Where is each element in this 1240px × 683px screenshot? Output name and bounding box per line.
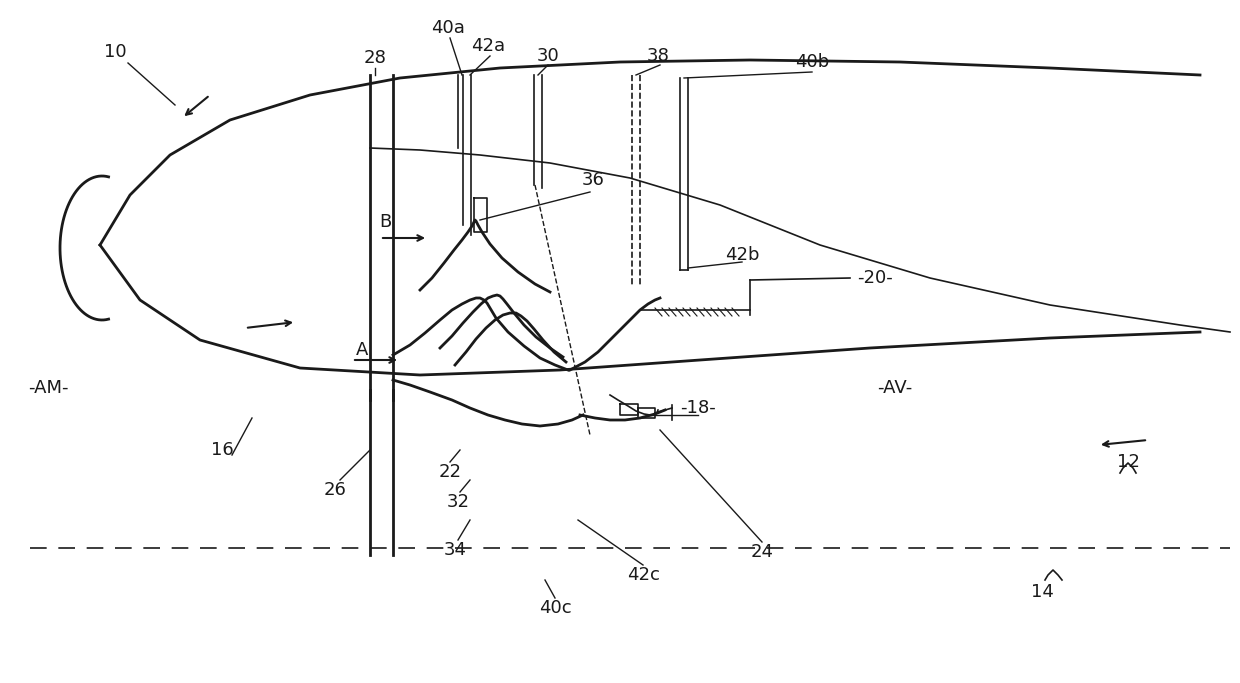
Text: 40c: 40c <box>538 599 572 617</box>
Text: 14: 14 <box>1030 583 1054 601</box>
Text: -AV-: -AV- <box>878 379 913 397</box>
Text: 40b: 40b <box>795 53 830 71</box>
Text: 32: 32 <box>446 493 470 511</box>
Text: 42c: 42c <box>626 566 660 584</box>
Text: 34: 34 <box>444 541 466 559</box>
Text: -18-: -18- <box>680 399 715 417</box>
Text: 28: 28 <box>363 49 387 67</box>
Text: 42a: 42a <box>471 37 505 55</box>
Text: 36: 36 <box>582 171 604 189</box>
Text: 26: 26 <box>324 481 346 499</box>
Text: -20-: -20- <box>857 269 893 287</box>
Text: A: A <box>356 341 368 359</box>
Text: -AM-: -AM- <box>27 379 68 397</box>
Text: 10: 10 <box>104 43 126 61</box>
Text: 38: 38 <box>646 47 670 65</box>
Text: 40a: 40a <box>432 19 465 37</box>
Text: B: B <box>379 213 391 231</box>
Text: 12: 12 <box>1116 453 1140 471</box>
Text: 24: 24 <box>750 543 774 561</box>
Text: 16: 16 <box>211 441 233 459</box>
Text: 22: 22 <box>439 463 461 481</box>
Text: 30: 30 <box>537 47 559 65</box>
Text: 42b: 42b <box>724 246 759 264</box>
